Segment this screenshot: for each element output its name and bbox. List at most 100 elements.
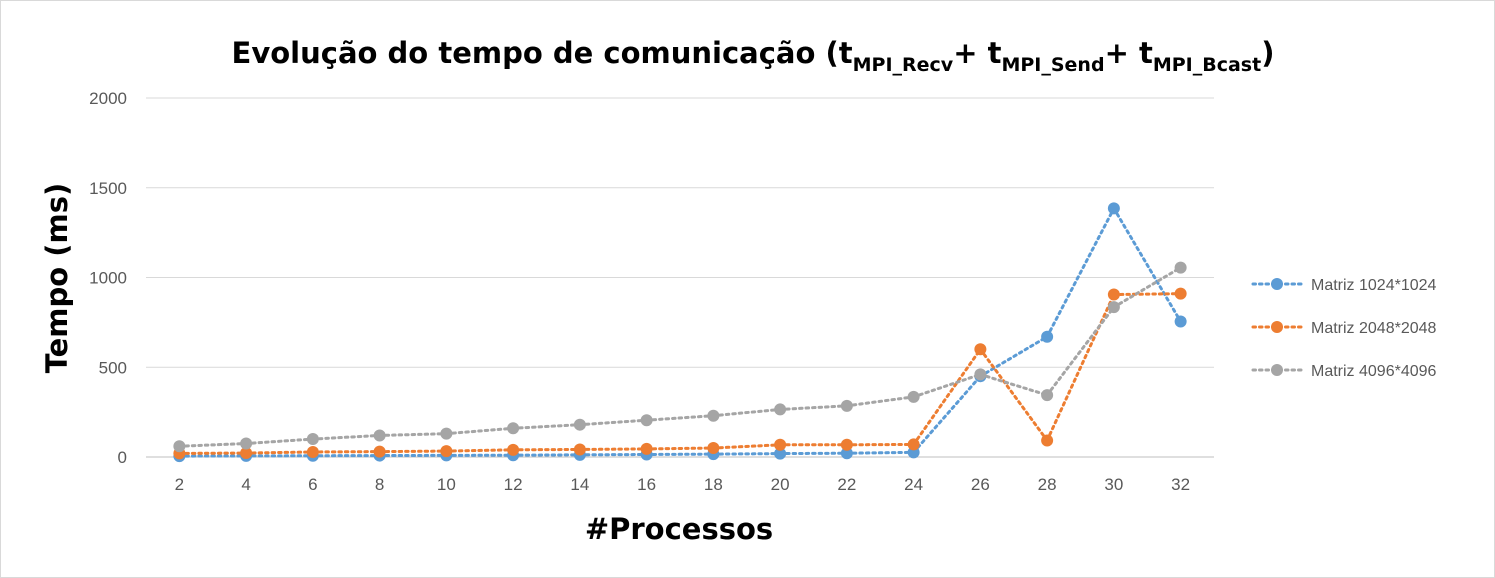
chart-title-part-1: + t	[1105, 36, 1153, 70]
data-point	[640, 442, 653, 455]
chart-title-subscript-2: MPI_Bcast	[1153, 54, 1261, 76]
series-group	[173, 202, 1187, 463]
data-point	[640, 414, 653, 427]
legend: Matriz 1024*1024 Matriz 2048*2048 Matriz 4…	[1251, 277, 1437, 380]
series-line-segment	[978, 335, 1049, 378]
chart-title-subscript-1: MPI_Send	[1001, 54, 1104, 76]
data-point	[573, 443, 586, 456]
data-point	[1041, 389, 1054, 402]
series-line-segment	[645, 446, 715, 451]
series-line-segment	[845, 395, 916, 408]
x-tick-label: 12	[504, 475, 523, 494]
chart-title-main: Evolução do tempo de comunicação (t	[232, 36, 853, 70]
y-tick-label: 1000	[89, 269, 127, 288]
series-line-segment	[311, 433, 382, 441]
data-point	[1041, 434, 1054, 447]
y-tick-label: 2000	[89, 89, 127, 108]
x-tick-label: 24	[904, 475, 923, 494]
x-tick-label: 16	[637, 475, 656, 494]
series-line-segment	[244, 450, 315, 455]
data-point	[1041, 330, 1054, 343]
series-line-segment	[444, 448, 515, 453]
legend-label: Matriz 4096*4096	[1311, 363, 1437, 380]
data-point	[907, 438, 920, 451]
series-line-segment	[778, 404, 849, 411]
series-line-segment	[177, 442, 248, 448]
x-tick-label: 20	[771, 475, 790, 494]
chart-title-part-0: + t	[953, 36, 1001, 70]
data-point	[306, 445, 319, 458]
x-tick-label: 22	[837, 475, 856, 494]
data-point	[373, 429, 386, 442]
data-point	[707, 409, 720, 422]
series-line-segment	[1045, 293, 1116, 442]
x-tick-label: 18	[704, 475, 723, 494]
data-point	[840, 438, 853, 451]
series-line-segment	[378, 449, 448, 454]
series-line-segment	[511, 423, 582, 430]
data-point	[974, 368, 987, 381]
series-line-segment	[645, 414, 715, 422]
series-line-segment	[978, 347, 1049, 442]
series-line-segment	[711, 452, 782, 456]
data-point	[373, 445, 386, 458]
series-line-segment	[912, 347, 982, 446]
x-tick-label: 30	[1104, 475, 1123, 494]
x-axis-title: #Processos	[585, 512, 773, 546]
y-axis-title: Tempo (ms)	[40, 183, 74, 374]
data-point	[1107, 288, 1120, 301]
chart-title-subscript-0: MPI_Recv	[853, 54, 954, 76]
gridlines	[146, 97, 1214, 458]
legend-label: Matriz 1024*1024	[1311, 277, 1437, 294]
series-line-segment	[1112, 206, 1183, 323]
series-2	[173, 287, 1187, 460]
series-line-segment	[1045, 305, 1116, 397]
legend-item-3: Matriz 4096*4096	[1251, 363, 1437, 380]
series-line-segment	[912, 372, 982, 399]
data-point	[840, 399, 853, 412]
data-point	[507, 422, 520, 435]
x-tick-label: 26	[971, 475, 990, 494]
data-point	[173, 440, 186, 453]
series-line-segment	[845, 450, 916, 455]
x-tick-label: 8	[375, 475, 384, 494]
series-line-segment	[244, 437, 315, 446]
data-point	[1174, 315, 1187, 328]
x-tick-label: 14	[570, 475, 589, 494]
data-point	[573, 418, 586, 431]
data-point	[1174, 287, 1187, 300]
data-point	[1107, 202, 1120, 215]
legend-item-1: Matriz 1024*1024	[1251, 277, 1437, 294]
legend-label: Matriz 2048*2048	[1311, 320, 1437, 337]
series-line-segment	[1045, 206, 1116, 339]
series-line-segment	[711, 407, 782, 418]
y-axis-ticks: 0 500 1000 1500 2000	[89, 89, 127, 467]
data-point	[306, 433, 319, 446]
data-point	[774, 403, 787, 416]
data-point	[774, 447, 787, 460]
x-tick-label: 2	[175, 475, 184, 494]
data-point	[507, 443, 520, 456]
y-tick-label: 500	[99, 358, 127, 377]
series-line-segment	[578, 447, 649, 451]
x-tick-label: 32	[1171, 475, 1190, 494]
series-line-segment	[378, 432, 448, 437]
legend-marker	[1271, 321, 1283, 333]
series-3	[173, 261, 1187, 453]
chart-title-part-2: )	[1261, 36, 1274, 70]
y-tick-label: 0	[118, 448, 127, 467]
x-tick-label: 6	[308, 475, 317, 494]
data-point	[1107, 301, 1120, 314]
data-point	[974, 343, 987, 356]
y-tick-label: 1500	[89, 179, 127, 198]
x-tick-label: 4	[241, 475, 250, 494]
series-line-segment	[978, 372, 1049, 397]
series-line-segment	[711, 443, 782, 450]
series-line-segment	[444, 426, 515, 436]
data-point	[707, 442, 720, 455]
legend-marker	[1271, 364, 1283, 376]
series-line-segment	[912, 374, 982, 454]
data-point	[840, 447, 853, 460]
